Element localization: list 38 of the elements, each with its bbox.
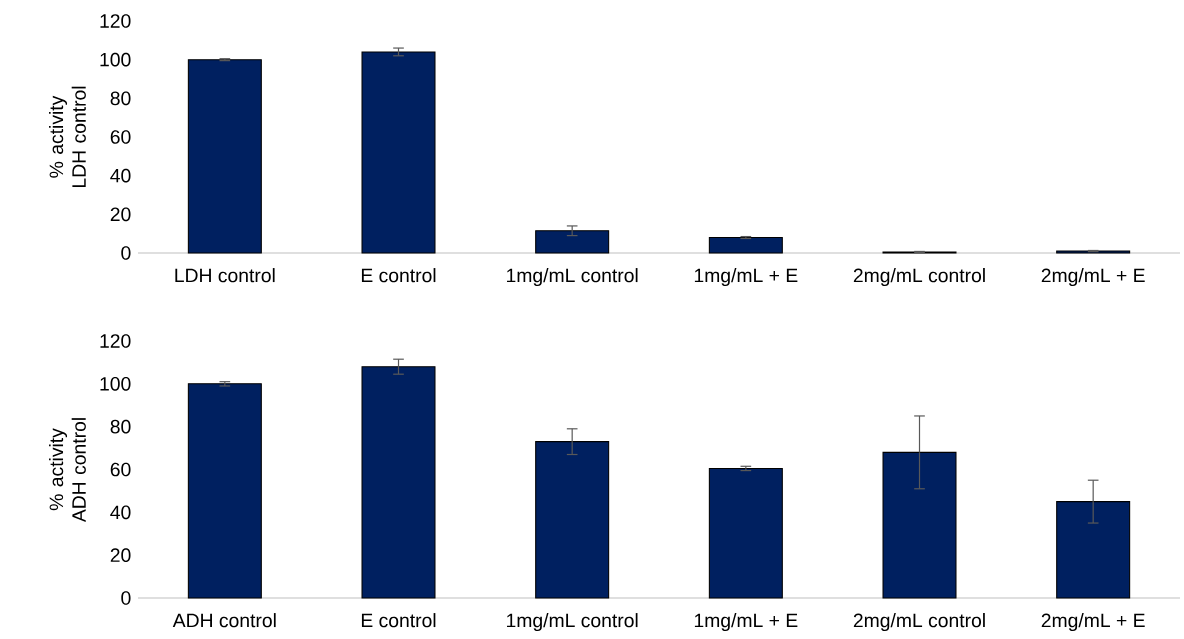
x-tick-label: ADH control	[172, 613, 276, 628]
y-tick-label: 40	[110, 168, 131, 183]
y-tick-label: 120	[100, 334, 131, 348]
bar	[708, 467, 783, 599]
y-tick-label: 0	[121, 591, 131, 605]
x-tick-label: E control	[361, 613, 436, 628]
x-tick-label: 2mg/mL control	[853, 268, 985, 287]
y-axis-title: % activity LDH control	[49, 86, 86, 187]
y-tick-label: 60	[110, 462, 131, 477]
y-axis-title: % activity ADH control	[49, 418, 86, 523]
bar	[535, 441, 610, 599]
x-tick-label: 1mg/mL + E	[694, 613, 798, 632]
bar	[361, 366, 436, 599]
x-tick-label: E control	[361, 268, 436, 283]
x-tick-label: 1mg/mL control	[507, 268, 638, 287]
x-tick-label: 2mg/mL + E	[1041, 268, 1145, 287]
y-tick-label: 20	[110, 548, 131, 563]
x-tick-label: 2mg/mL control	[853, 613, 985, 632]
y-tick-label: 80	[110, 419, 131, 434]
x-tick-label: 1mg/mL + E	[694, 268, 798, 287]
y-tick-label: 80	[110, 91, 131, 106]
x-tick-label: LDH control	[175, 268, 275, 283]
bar	[535, 230, 610, 254]
x-tick-label: 1mg/mL control	[507, 613, 638, 632]
bar	[1056, 501, 1131, 599]
bar	[708, 236, 783, 254]
bar	[882, 451, 957, 599]
bar	[187, 59, 262, 254]
y-tick-label: 120	[100, 14, 131, 28]
bar	[187, 383, 262, 599]
y-tick-label: 100	[100, 52, 131, 67]
y-tick-label: 60	[110, 130, 131, 144]
y-tick-label: 100	[100, 376, 131, 391]
y-tick-label: 20	[110, 207, 131, 222]
x-tick-label: 2mg/mL + E	[1041, 613, 1145, 632]
y-tick-label: 0	[121, 246, 131, 260]
bar	[361, 51, 436, 254]
y-tick-label: 40	[110, 505, 131, 520]
